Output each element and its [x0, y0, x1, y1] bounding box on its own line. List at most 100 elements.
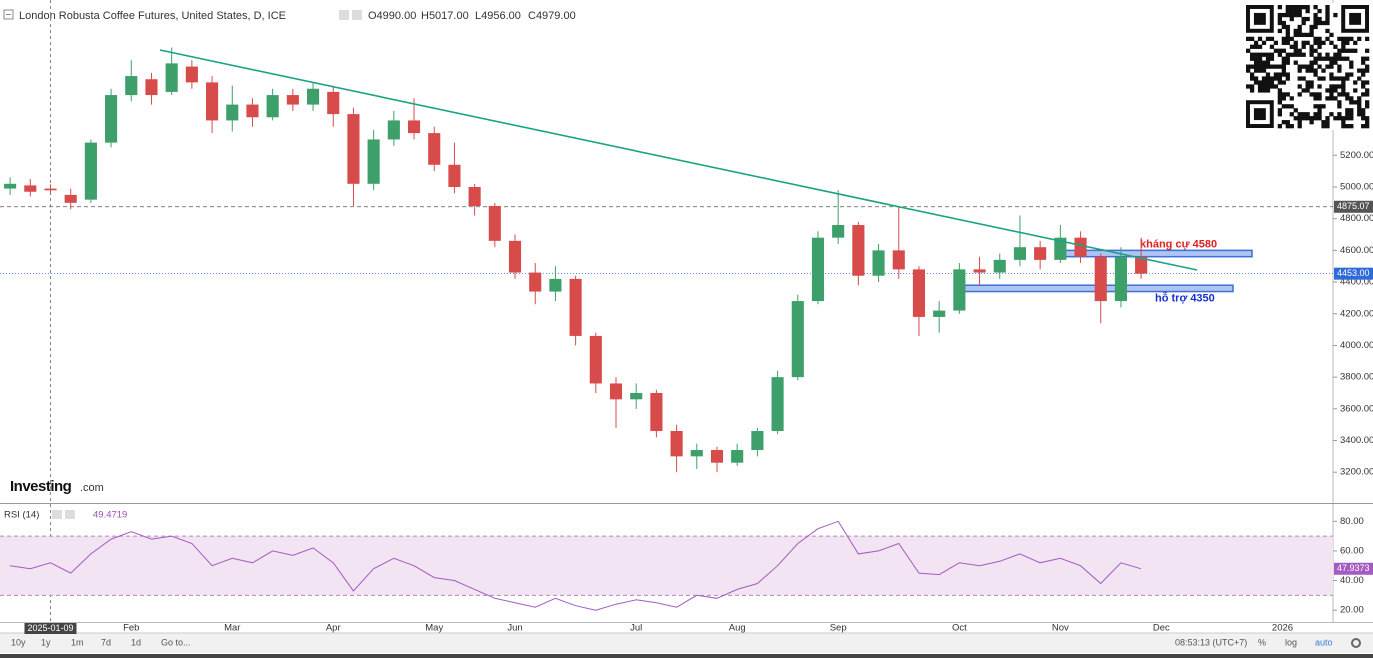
- qr-module: [1349, 60, 1354, 65]
- close-icon[interactable]: [352, 10, 362, 20]
- option-button[interactable]: log: [1285, 637, 1297, 647]
- qr-module: [1281, 20, 1286, 26]
- qr-module: [1317, 36, 1322, 42]
- range-button[interactable]: 1d: [131, 637, 141, 647]
- qr-module: [1365, 116, 1370, 121]
- qr-module: [1305, 32, 1310, 38]
- x-tick-label: Aug: [729, 623, 746, 634]
- crosshair-label: 2025-01-09: [27, 623, 73, 633]
- qr-module: [1265, 84, 1271, 89]
- qr-module: [1321, 104, 1326, 109]
- zone: [1061, 249, 1253, 258]
- candle-body: [852, 225, 865, 276]
- candle-body: [1135, 256, 1148, 274]
- qr-module: [1341, 120, 1346, 125]
- candle-body: [529, 272, 542, 292]
- qr-module: [1269, 56, 1275, 61]
- qr-module: [1253, 68, 1259, 73]
- qr-module: [1289, 52, 1294, 57]
- qr-module: [1265, 64, 1271, 69]
- option-button[interactable]: auto: [1315, 637, 1333, 647]
- range-button[interactable]: 1y: [41, 637, 51, 647]
- qr-module: [1293, 116, 1298, 121]
- qr-module: [1357, 76, 1362, 81]
- qr-module: [1277, 48, 1283, 53]
- qr-module: [1361, 72, 1366, 77]
- candle-body: [1013, 247, 1027, 260]
- qr-module: [1317, 108, 1322, 113]
- y-tick-label: 4600.00: [1340, 245, 1373, 256]
- qr-module: [1357, 104, 1362, 109]
- qr-module: [1289, 36, 1294, 42]
- candle-body: [145, 79, 158, 96]
- qr-module: [1365, 64, 1370, 69]
- qr-module: [1265, 88, 1271, 93]
- qr-module: [1249, 76, 1255, 81]
- candle-body: [266, 95, 279, 118]
- qr-module: [1269, 84, 1275, 89]
- qr-module: [1325, 124, 1330, 129]
- range-button[interactable]: 1m: [71, 637, 84, 647]
- range-button[interactable]: 7d: [101, 637, 111, 647]
- candle-body: [508, 240, 522, 273]
- candle-body: [589, 335, 602, 384]
- qr-module: [1345, 76, 1350, 81]
- x-tick-label: May: [425, 623, 443, 634]
- candle-body: [933, 310, 946, 317]
- zone-label: hỗ trợ 4350: [1155, 291, 1215, 304]
- range-button[interactable]: 10y: [11, 637, 26, 647]
- qr-module: [1313, 40, 1318, 45]
- rsi-icon[interactable]: [65, 510, 75, 519]
- qr-module: [1253, 40, 1259, 45]
- qr-module: [1313, 20, 1318, 26]
- qr-module: [1309, 116, 1314, 121]
- qr-module: [1345, 116, 1350, 121]
- qr-module: [1285, 40, 1290, 45]
- trendline: [159, 49, 1198, 271]
- qr-module: [1301, 5, 1306, 10]
- qr-module: [1333, 56, 1338, 61]
- qr-module: [1317, 116, 1322, 121]
- qr-module: [1305, 84, 1310, 89]
- qr-module: [1317, 76, 1322, 81]
- candle-body: [1034, 247, 1047, 260]
- qr-module: [1337, 84, 1342, 89]
- qr-module: [1337, 116, 1342, 121]
- qr-module: [1325, 120, 1330, 125]
- qr-module: [1261, 52, 1267, 57]
- qr-module: [1361, 80, 1366, 85]
- price-tag: [1334, 200, 1373, 213]
- candle-body: [226, 104, 239, 121]
- qr-module: [1301, 16, 1306, 22]
- qr-module: [1305, 68, 1310, 73]
- qr-module: [1317, 84, 1322, 89]
- candle-body: [791, 301, 804, 378]
- candle-body: [44, 188, 57, 191]
- qr-module: [1293, 44, 1298, 49]
- qr-module: [1329, 40, 1334, 45]
- candle-body: [993, 259, 1006, 273]
- qr-module: [1365, 36, 1370, 42]
- qr-module: [1257, 52, 1263, 57]
- qr-module: [1317, 8, 1322, 14]
- rsi-icon[interactable]: [52, 510, 62, 519]
- qr-module: [1277, 5, 1283, 10]
- qr-module: [1357, 68, 1362, 73]
- qr-module: [1246, 84, 1251, 89]
- qr-module: [1357, 112, 1362, 117]
- settings-icon[interactable]: [339, 10, 349, 20]
- qr-module: [1309, 68, 1314, 73]
- qr-module: [1321, 68, 1326, 73]
- qr-module: [1246, 48, 1251, 53]
- collapse-icon[interactable]: [3, 9, 14, 20]
- qr-module: [1261, 60, 1267, 65]
- qr-module: [1253, 80, 1259, 85]
- option-button[interactable]: %: [1258, 637, 1266, 647]
- qr-module: [1305, 64, 1310, 69]
- qr-module: [1349, 124, 1354, 129]
- candle-body: [1074, 237, 1087, 257]
- goto-button[interactable]: Go to...: [161, 637, 191, 647]
- qr-module: [1277, 12, 1283, 18]
- settings-gear[interactable]: [1351, 638, 1361, 648]
- qr-module: [1341, 88, 1346, 93]
